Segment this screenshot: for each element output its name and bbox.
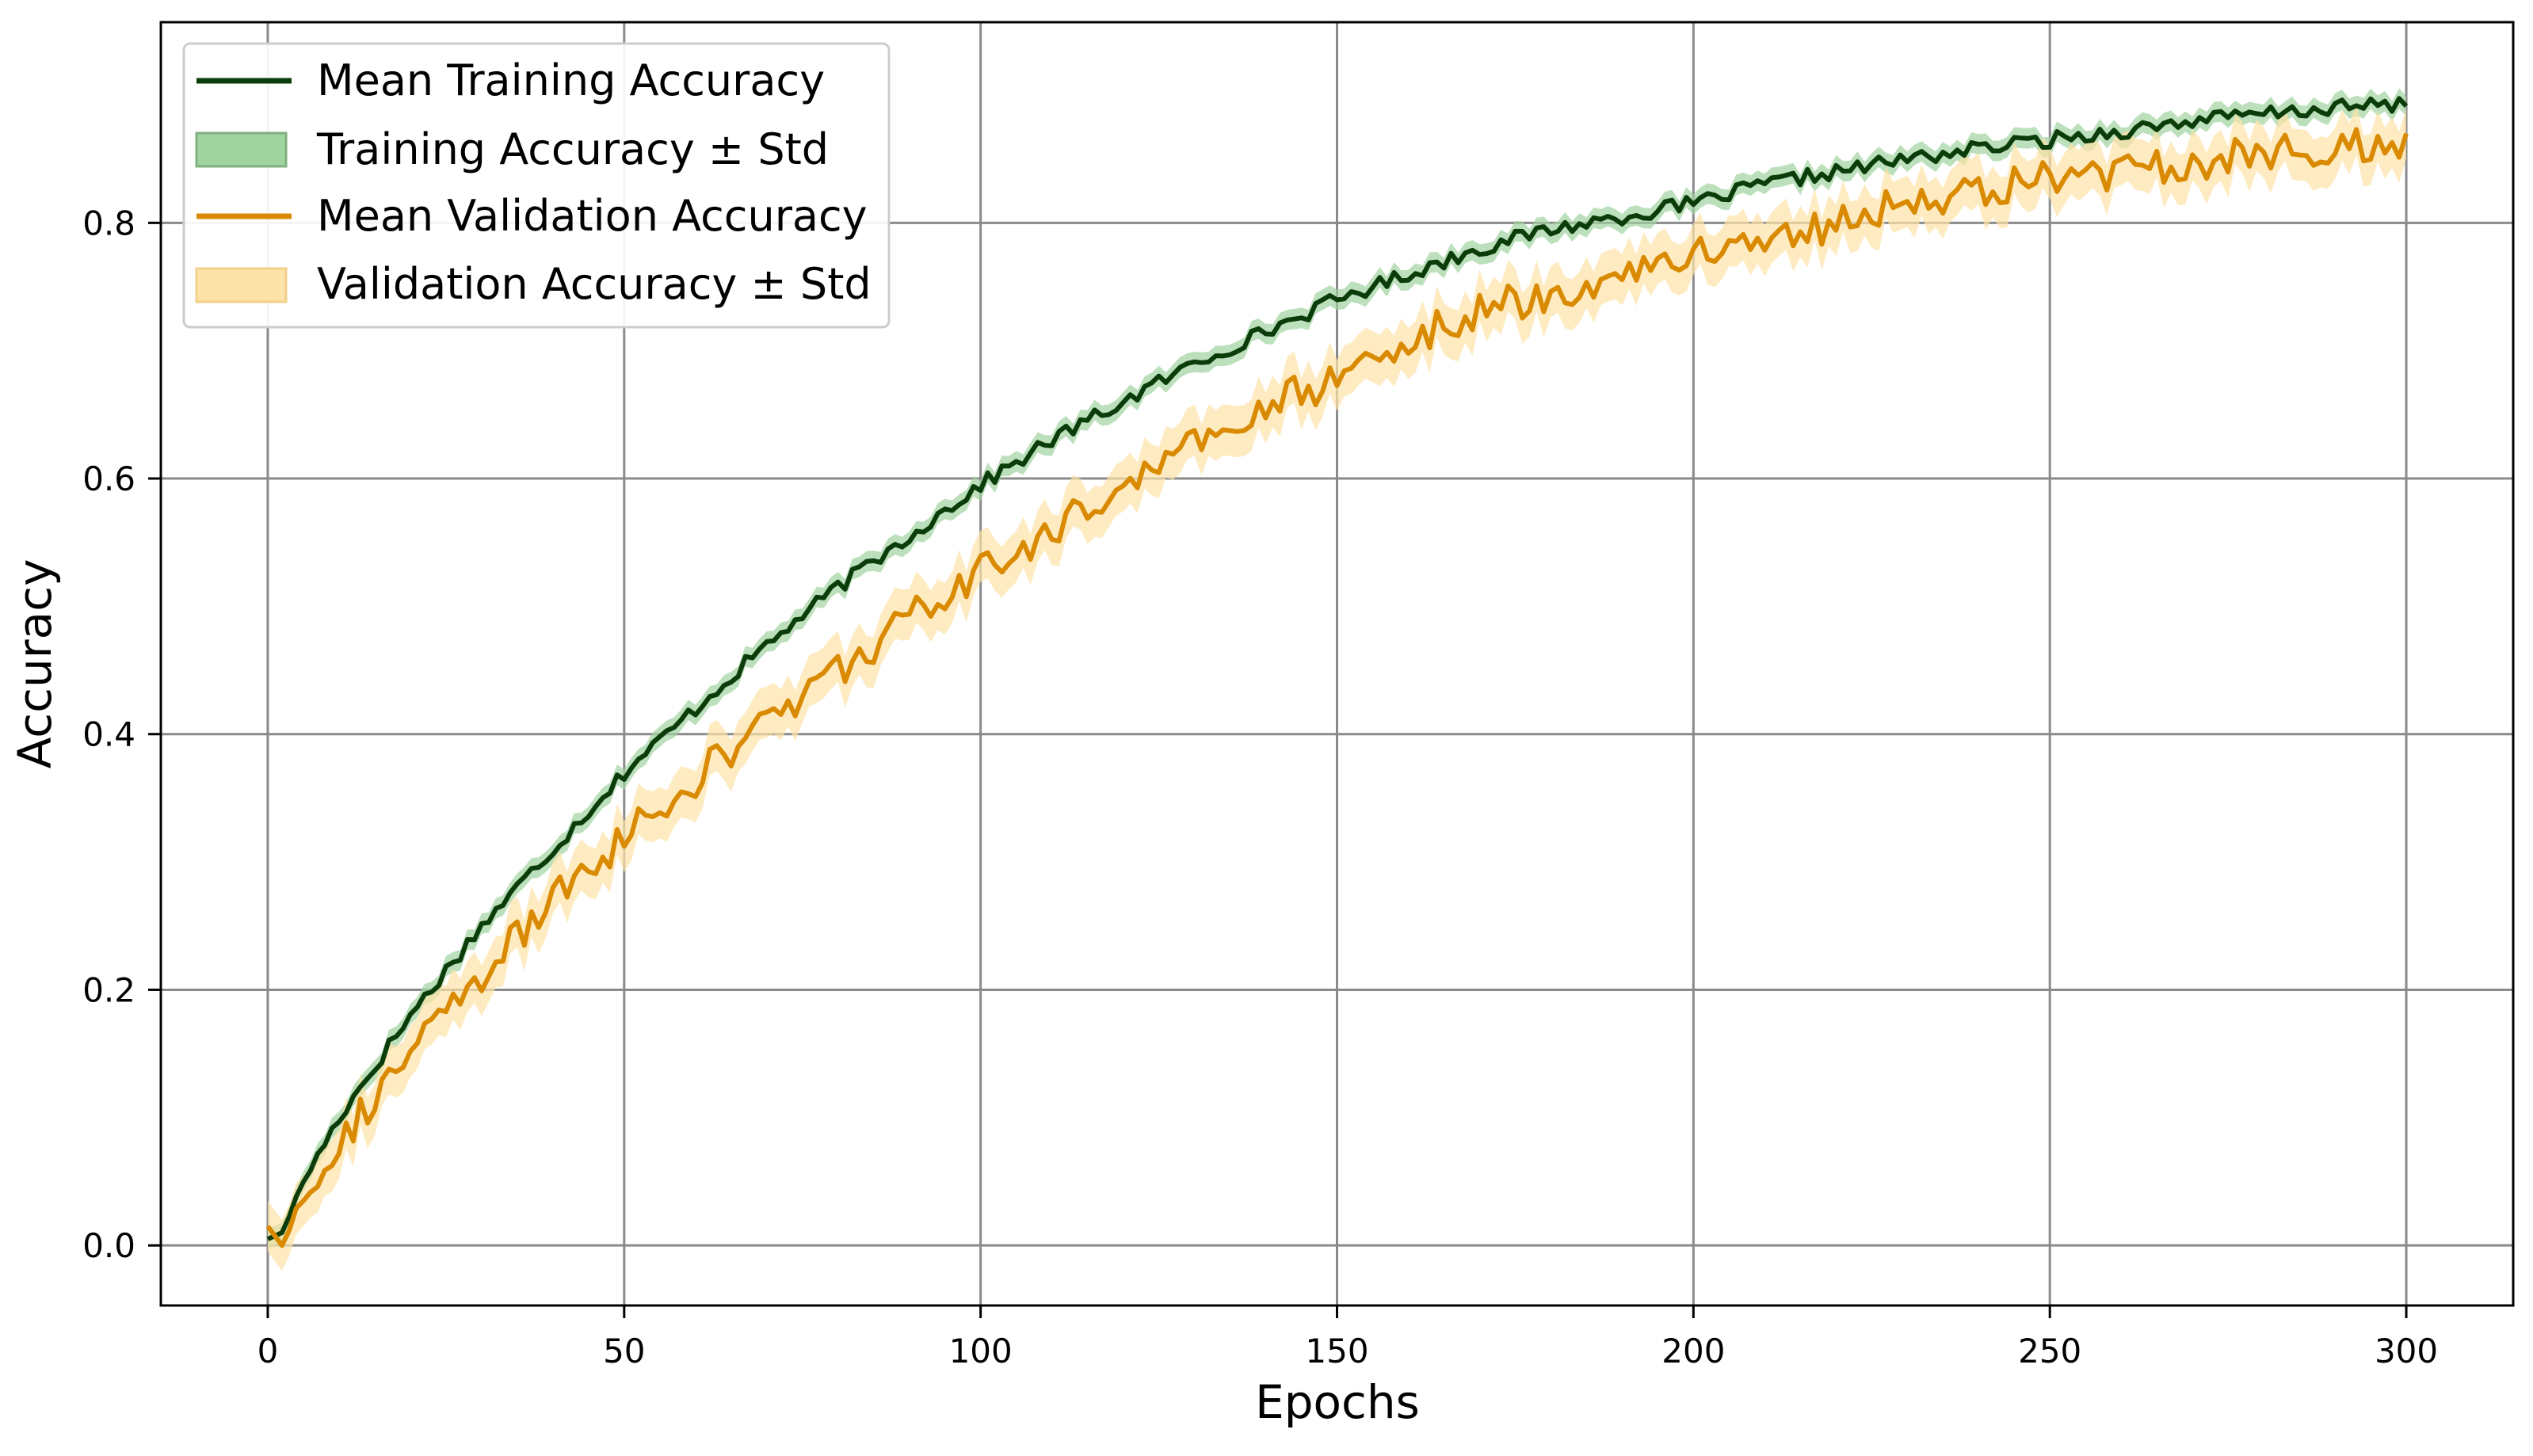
x-axis-ticks: 0 50 100 150 200 250 300 bbox=[257, 1305, 2438, 1370]
x-tick-label: 300 bbox=[2375, 1332, 2438, 1370]
y-axis-ticks: 0.0 0.2 0.4 0.6 0.8 bbox=[82, 204, 161, 1265]
legend-validation-mean-label: Mean Validation Accuracy bbox=[317, 191, 868, 241]
y-tick-label: 0.4 bbox=[82, 715, 135, 754]
y-axis-label: Accuracy bbox=[8, 559, 62, 769]
legend: Mean Training Accuracy Training Accuracy… bbox=[182, 42, 891, 329]
series-line-validation bbox=[265, 127, 2409, 1248]
legend-training-mean-label: Mean Training Accuracy bbox=[317, 55, 825, 105]
y-tick-label: 0.2 bbox=[82, 970, 135, 1009]
x-axis-label: Epochs bbox=[1255, 1375, 1420, 1429]
y-tick-label: 0.0 bbox=[82, 1226, 135, 1265]
legend-training-std-label: Training Accuracy ± Std bbox=[316, 124, 829, 174]
x-tick-label: 0 bbox=[257, 1332, 279, 1370]
series-line-training bbox=[266, 96, 2409, 1241]
legend-box bbox=[182, 42, 891, 329]
x-tick-label: 100 bbox=[949, 1332, 1013, 1370]
grid bbox=[161, 22, 2513, 1305]
y-tick-label: 0.8 bbox=[82, 204, 135, 242]
x-tick-label: 50 bbox=[603, 1332, 645, 1370]
legend-validation-std-label: Validation Accuracy ± Std bbox=[317, 259, 872, 309]
y-tick-label: 0.6 bbox=[82, 459, 135, 498]
x-tick-label: 250 bbox=[2018, 1332, 2081, 1370]
legend-validation-band-swatch bbox=[195, 267, 288, 303]
x-tick-label: 150 bbox=[1305, 1332, 1368, 1370]
x-tick-label: 200 bbox=[1661, 1332, 1725, 1370]
legend-training-band-swatch bbox=[195, 131, 288, 168]
series-lines bbox=[265, 96, 2409, 1248]
